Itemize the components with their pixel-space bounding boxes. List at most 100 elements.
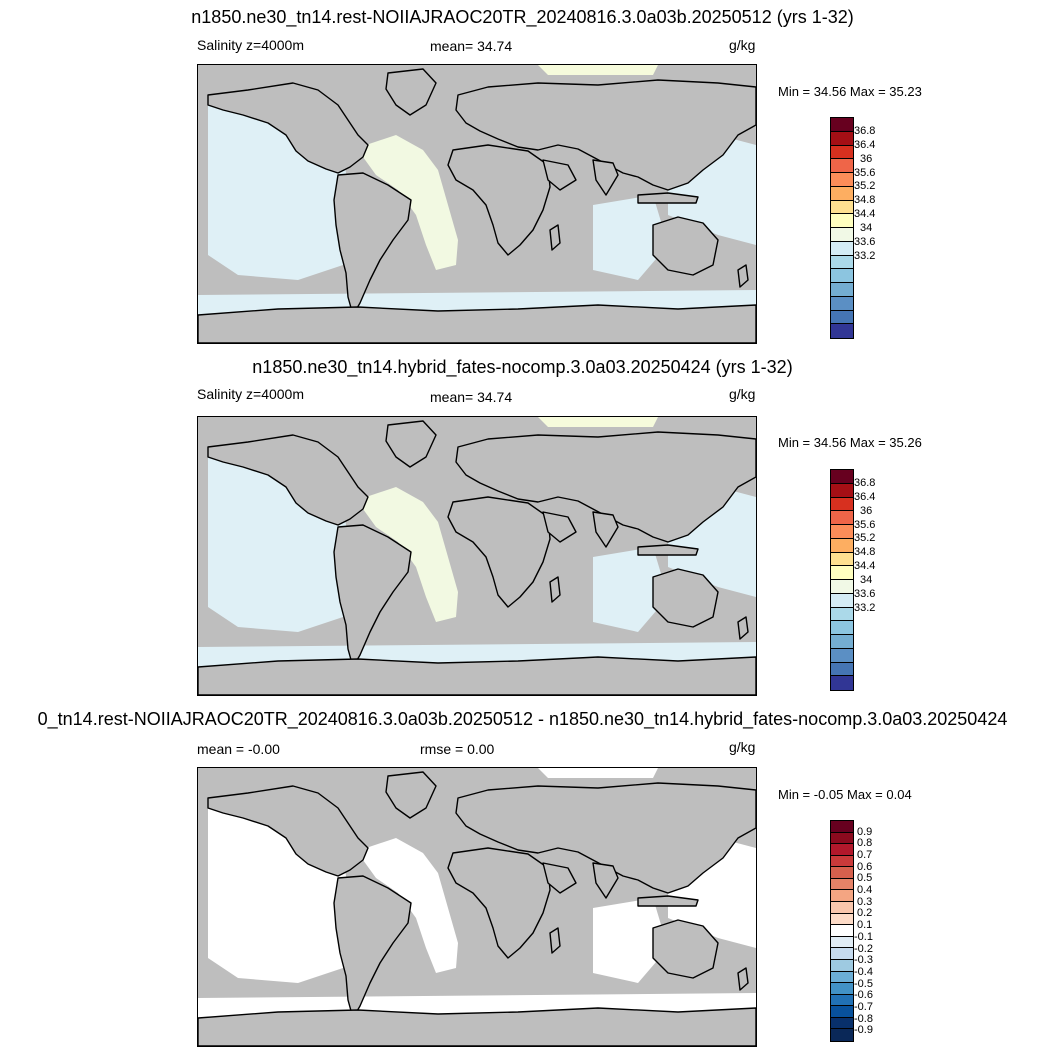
colorbar-segment: [831, 593, 853, 608]
panel-3-minmax: Min = -0.05 Max = 0.04: [778, 787, 912, 802]
coastline: [333, 875, 412, 1019]
coastline: [333, 524, 412, 668]
coastline: [455, 79, 756, 191]
colorbar-tick-label: 36.4: [854, 490, 876, 503]
panel-2-mean-label: mean= 34.74: [430, 389, 513, 405]
panel-1-units: g/kg: [729, 37, 756, 53]
colorbar-segment: [831, 566, 853, 580]
colorbar-tick-label: -0.3: [854, 954, 873, 967]
panel-2-units: g/kg: [729, 386, 756, 402]
colorbar-segment: [831, 538, 853, 553]
colorbar-segment: [831, 228, 853, 242]
colorbar-segment: [831, 269, 853, 283]
coastline: [652, 216, 719, 276]
coastline: [637, 192, 699, 204]
colorbar-segment: [831, 118, 853, 132]
colorbar-segment: [831, 310, 853, 325]
panel-3-colorbar: [830, 820, 854, 1042]
panel-2-colorbar: [830, 469, 854, 691]
coastline: [207, 434, 369, 526]
coastline: [549, 576, 561, 603]
colorbar-tick-label: 36: [860, 504, 873, 517]
colorbar-tick-label: 34.8: [854, 546, 876, 559]
colorbar-tick-label: -0.1: [854, 930, 873, 943]
colorbar-segment: [831, 676, 853, 690]
colorbar-segment: [831, 607, 853, 622]
colorbar-segment: [831, 580, 853, 594]
colorbar-tick-label: 36.4: [854, 138, 876, 151]
coastline: [549, 927, 561, 954]
colorbar-segment: [831, 324, 853, 338]
colorbar-segment: [831, 925, 853, 937]
panel-2-title: n1850.ne30_tn14.hybrid_fates-nocomp.3.0a…: [252, 357, 793, 377]
colorbar-segment: [831, 948, 853, 960]
colorbar-segment: [831, 867, 853, 879]
coastline: [207, 82, 369, 174]
arctic-region: [538, 65, 658, 75]
colorbar-tick-label: 34: [860, 574, 873, 586]
colorbar-segment: [831, 855, 853, 868]
colorbar-segment: [831, 173, 853, 187]
colorbar-tick-label: -0.4: [854, 965, 873, 978]
coastline: [385, 420, 437, 468]
panel-1-colorbar: [830, 117, 854, 339]
colorbar-segment: [831, 832, 853, 845]
colorbar-tick-label: 0.7: [857, 849, 873, 862]
panel-1-minmax: Min = 34.56 Max = 35.23: [778, 84, 922, 99]
deep-ocean-region: [593, 547, 668, 632]
colorbar-segment: [831, 878, 853, 891]
panel-3-map-plot: [198, 768, 756, 1046]
coastline: [198, 656, 756, 695]
colorbar-tick-label: 35.2: [854, 532, 876, 545]
coastline: [447, 496, 551, 608]
colorbar-tick-label: -0.5: [854, 977, 873, 990]
colorbar-tick-label: 0.9: [857, 825, 873, 838]
colorbar-segment: [831, 635, 853, 649]
coastline: [737, 967, 749, 991]
colorbar-segment: [831, 1029, 853, 1041]
colorbar-segment: [831, 159, 853, 173]
colorbar-segment: [831, 511, 853, 525]
colorbar-segment: [831, 470, 853, 484]
coastline: [652, 919, 719, 979]
panel-3-map: [197, 767, 757, 1047]
panel-1-map: [197, 64, 757, 344]
colorbar-segment: [831, 913, 853, 926]
colorbar-tick-label: 34.4: [854, 560, 876, 573]
coastline: [652, 568, 719, 628]
coastline: [542, 159, 577, 191]
colorbar-segment: [831, 131, 853, 146]
colorbar-segment: [831, 821, 853, 833]
coastline: [198, 304, 756, 343]
coastline: [737, 616, 749, 640]
colorbar-tick-label: -0.7: [854, 1000, 873, 1013]
coastline: [333, 172, 412, 316]
arctic-region: [538, 417, 658, 427]
deep-ocean-region: [593, 898, 668, 983]
coastline: [637, 895, 699, 907]
coastline: [549, 224, 561, 251]
colorbar-tick-label: 34.4: [854, 208, 876, 221]
colorbar-tick-label: 33.6: [854, 235, 876, 248]
colorbar-segment: [831, 214, 853, 228]
colorbar-tick-label: 35.2: [854, 180, 876, 193]
colorbar-tick-label: 35.6: [854, 166, 876, 179]
coastline: [385, 68, 437, 116]
colorbar-tick-label: 33.2: [854, 249, 876, 262]
coastline: [592, 159, 619, 196]
colorbar-tick-label: 36: [860, 152, 873, 165]
colorbar-tick-label: 36.8: [854, 124, 876, 137]
coastline: [737, 264, 749, 288]
panel-1-map-plot: [198, 65, 756, 343]
colorbar-segment: [831, 255, 853, 270]
coastline: [542, 862, 577, 894]
colorbar-segment: [831, 844, 853, 856]
panel-1-title: n1850.ne30_tn14.rest-NOIIAJRAOC20TR_2024…: [191, 7, 854, 27]
coastline: [455, 782, 756, 894]
colorbar-tick-label: 0.8: [857, 837, 873, 850]
colorbar-segment: [831, 959, 853, 972]
panel-2-map: [197, 416, 757, 696]
deep-ocean-region: [593, 195, 668, 280]
coastline: [447, 847, 551, 959]
colorbar-segment: [831, 296, 853, 311]
